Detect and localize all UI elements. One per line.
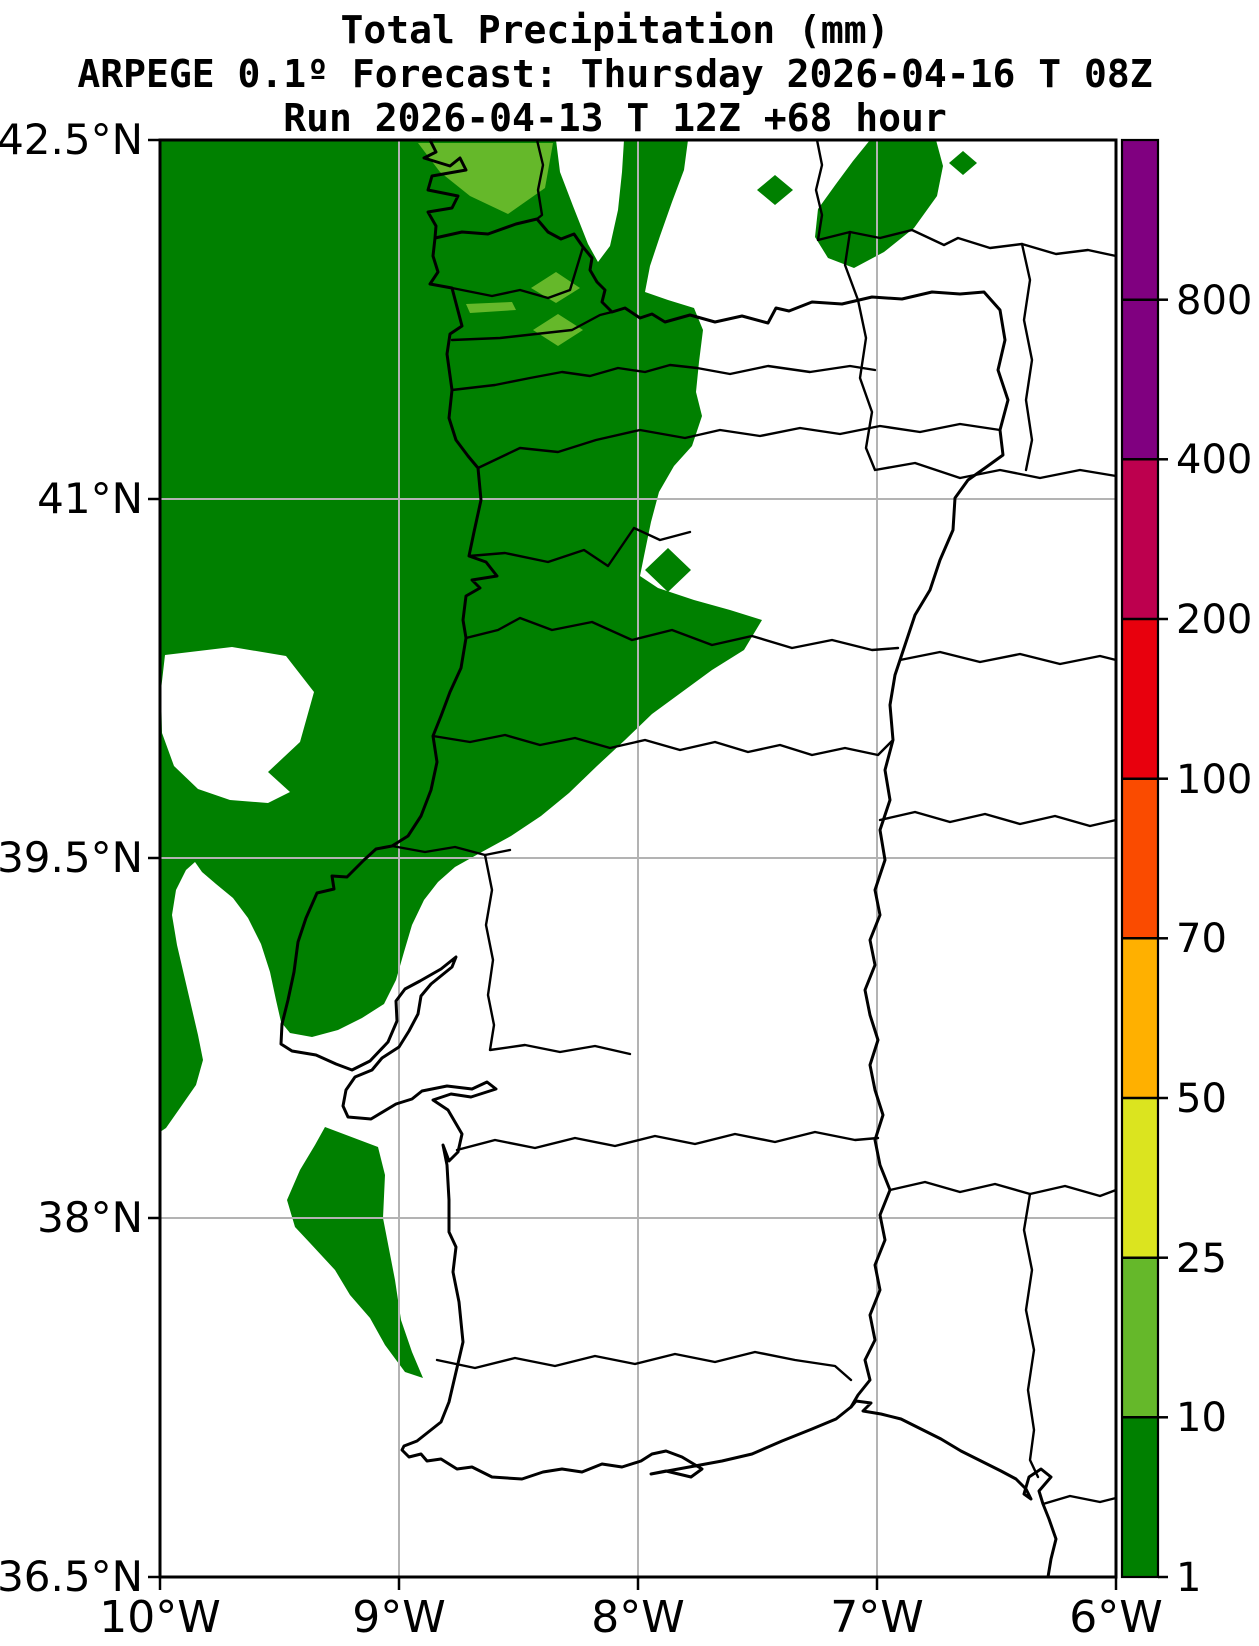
colorbar-seg-100-200 [1122, 619, 1158, 779]
cbar-tick-200: 200 [1176, 597, 1252, 643]
ytick-36-5n: 36.5°N [0, 1552, 143, 1601]
cbar-tick-800: 800 [1176, 278, 1252, 324]
cbar-tick-50: 50 [1176, 1076, 1227, 1122]
precip-region-main-green [160, 140, 762, 1132]
portugal-spain-border [433, 217, 1010, 1409]
chart-subtitle: ARPEGE 0.1º Forecast: Thursday 2026-04-1… [77, 52, 1153, 96]
xtick-7w: 7°W [830, 1592, 924, 1643]
portugal-district-borders [390, 245, 1002, 1382]
xtick-8w: 8°W [591, 1592, 685, 1643]
precip-region-galicia-blob [815, 140, 943, 268]
colorbar-seg-50-70 [1122, 938, 1158, 1098]
colorbar-seg-over-800 [1122, 140, 1158, 300]
ytick-39-5n: 39.5°N [0, 833, 143, 882]
precip-patch-10-25-diamond-b [533, 314, 583, 346]
colorbar-seg-200-400 [1122, 459, 1158, 619]
cbar-tick-400: 400 [1176, 437, 1252, 483]
precip-patch-10-25-diamond-a [531, 272, 580, 303]
cbar-tick-1: 1 [1176, 1555, 1201, 1601]
colorbar-seg-10-25 [1122, 1257, 1158, 1418]
ytick-42-5n: 42.5°N [0, 115, 143, 164]
precip-region-alentejo-coast [287, 1127, 423, 1378]
colorbar-seg-70-100 [1122, 778, 1158, 939]
cbar-tick-10: 10 [1176, 1395, 1227, 1441]
colorbar-seg-25-50 [1122, 1098, 1158, 1258]
axis-ticks [148, 138, 1118, 1590]
xtick-10w: 10°W [99, 1592, 221, 1643]
precip-patch-10-25-minho-large [418, 143, 553, 214]
ytick-41n: 41°N [37, 474, 143, 523]
precip-patch-10-25-sliver [466, 302, 516, 313]
cbar-tick-100: 100 [1176, 757, 1252, 803]
precip-diamond-interior [645, 548, 691, 592]
chart-run-info: Run 2026-04-13 T 12Z +68 hour [283, 96, 947, 140]
colorbar-seg-1-10 [1122, 1417, 1158, 1577]
graticule [160, 140, 1116, 1577]
colorbar-outline [1120, 138, 1160, 1579]
cbar-tick-25: 25 [1176, 1236, 1227, 1282]
spain-province-borders [535, 138, 1118, 1506]
dry-hole-offshore-north [161, 647, 314, 803]
xtick-9w: 9°W [352, 1592, 446, 1643]
chart-title: Total Precipitation (mm) [340, 8, 890, 52]
ytick-38n: 38°N [37, 1193, 143, 1242]
precip-diamond-north-gap [757, 175, 793, 205]
precip-diamond-ne-small [949, 151, 977, 175]
xtick-6w: 6°W [1069, 1592, 1163, 1643]
coastline [279, 138, 1058, 1579]
colorbar: 1 10 25 50 70 100 200 400 800 [1120, 138, 1252, 1601]
cbar-tick-70: 70 [1176, 916, 1227, 962]
colorbar-seg-400-800 [1122, 299, 1158, 460]
